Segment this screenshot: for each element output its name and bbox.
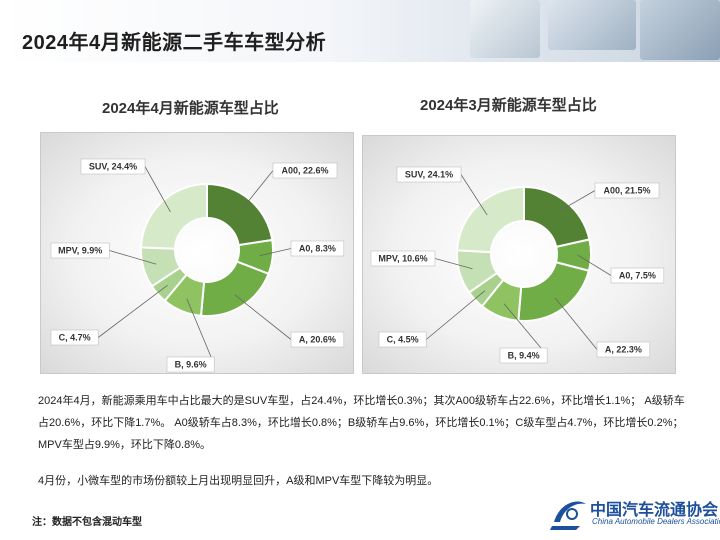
leader-line-suv (144, 166, 171, 213)
analysis-paragraph: 2024年4月，新能源乘用车中占比最大的是SUV车型，占24.4%，环比增长0.… (38, 395, 685, 451)
donut-slice-a (517, 261, 591, 322)
svg-text:MPV, 9.9%: MPV, 9.9% (58, 246, 102, 256)
svg-text:MPV, 10.6%: MPV, 10.6% (378, 254, 427, 264)
header-decoration (548, 0, 636, 50)
association-logo: 中国汽车流通协会 China Automobile Dealers Associ… (550, 494, 720, 534)
header-decoration (470, 0, 540, 58)
leader-line-a (234, 294, 292, 340)
donut-slice-suv (140, 182, 208, 250)
data-label-c: C, 4.7% (50, 329, 99, 346)
leader-line-a (554, 297, 598, 350)
donut-chart-march: A00, 21.5% A0, 7.5% A, 22.3% B, 9.4% C, 4.5%… (370, 166, 665, 364)
svg-text:A0, 8.3%: A0, 8.3% (299, 244, 336, 254)
leader-line-a0 (259, 248, 292, 257)
svg-text:SUV, 24.1%: SUV, 24.1% (405, 170, 453, 180)
chart-april: A00, 22.6% A0, 8.3% A, 20.6% B, 9.6% C, 4.7%… (40, 132, 354, 374)
svg-text:B, 9.4%: B, 9.4% (508, 351, 540, 361)
chart-title-march: 2024年3月新能源车型占比 (420, 97, 597, 114)
header-decoration (640, 0, 720, 60)
svg-text:A00, 21.5%: A00, 21.5% (603, 186, 650, 196)
donut-slice-suv (456, 185, 525, 254)
leader-line-b (503, 303, 548, 356)
data-label-a: A, 22.3% (596, 341, 651, 358)
leader-line-a00 (557, 190, 596, 213)
leader-line-c (97, 284, 168, 338)
leader-line-suv (460, 174, 488, 216)
data-label-a0: A0, 7.5% (610, 267, 665, 284)
chart-title-april: 2024年4月新能源车型占比 (102, 100, 279, 117)
analysis-summary: 4月份，小微车型的市场份额较上月出现明显回升，A级和MPV车型下降较为明显。 (38, 475, 439, 487)
svg-text:C, 4.7%: C, 4.7% (59, 333, 91, 343)
chart-march: A00, 21.5% A0, 7.5% A, 22.3% B, 9.4% C, 4.5%… (362, 135, 676, 374)
data-label-a00: A00, 22.6% (272, 162, 338, 179)
logo-text-cn: 中国汽车流通协会 (590, 500, 719, 519)
svg-text:A00, 22.6%: A00, 22.6% (281, 166, 328, 176)
donut-slice-a00 (206, 182, 274, 247)
logo-text-en: China Automobile Dealers Association (592, 517, 720, 526)
donut-slice-a00 (523, 185, 591, 249)
leader-line-b (186, 298, 215, 365)
svg-text:A, 22.3%: A, 22.3% (605, 345, 642, 355)
data-label-a00: A00, 21.5% (594, 182, 660, 199)
donut-chart-april: A00, 22.6% A0, 8.3% A, 20.6% B, 9.6% C, 4.7%… (50, 158, 345, 373)
leader-line-c (425, 290, 486, 340)
association-logo-icon (550, 501, 586, 530)
leader-line-mpv (109, 250, 157, 265)
leader-line-mpv (434, 258, 473, 270)
data-label-suv: SUV, 24.1% (396, 166, 462, 183)
leader-line-a00 (241, 170, 274, 211)
donut-slice-a (199, 260, 270, 317)
data-label-c: C, 4.5% (378, 331, 427, 348)
svg-text:B, 9.6%: B, 9.6% (175, 360, 207, 370)
svg-text:SUV, 24.4%: SUV, 24.4% (89, 162, 137, 172)
data-label-mpv: MPV, 9.9% (50, 242, 110, 259)
header-band (0, 0, 720, 62)
data-label-a: A, 20.6% (290, 331, 345, 348)
svg-text:A, 20.6%: A, 20.6% (299, 335, 336, 345)
page-title: 2024年4月新能源二手车车型分析 (22, 32, 327, 54)
data-label-b: B, 9.4% (499, 347, 548, 364)
svg-text:A0, 7.5%: A0, 7.5% (619, 271, 656, 281)
footnote: 注：数据不包含混动车型 (32, 517, 142, 528)
leader-line-a0 (577, 254, 612, 276)
data-label-b: B, 9.6% (166, 356, 215, 373)
data-label-a0: A0, 8.3% (290, 240, 345, 257)
svg-text:C, 4.5%: C, 4.5% (387, 335, 419, 345)
data-label-suv: SUV, 24.4% (80, 158, 146, 175)
data-label-mpv: MPV, 10.6% (370, 250, 436, 267)
